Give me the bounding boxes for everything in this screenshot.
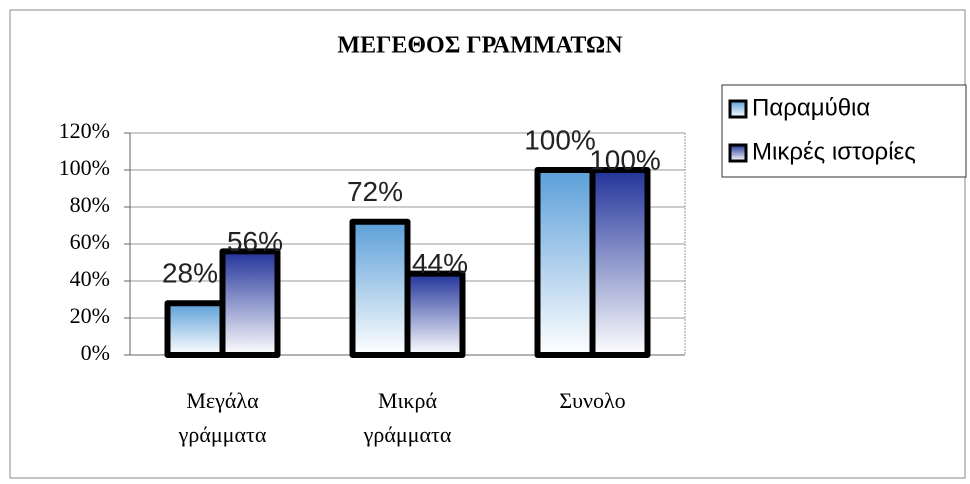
y-tick-label: 60% [70,229,110,254]
y-tick-label: 80% [70,192,110,217]
data-label: 56% [227,226,283,257]
x-tick-label: Μικρά γράμματα [363,388,452,447]
y-tick-label: 40% [70,266,110,291]
bar [404,270,466,359]
legend-box [721,84,967,178]
legend-label: Παραμύθια [752,94,870,121]
y-tick-label: 120% [59,118,110,143]
bar [349,218,411,358]
y-tick-label: 100% [59,155,110,180]
data-label: 100% [589,144,661,175]
bar [589,167,651,358]
legend-swatch [728,143,748,163]
bar [219,248,281,358]
data-label: 100% [524,124,596,155]
x-tick-label: Συνολο [559,388,625,413]
x-tick-label: Μεγάλα γράμματα [178,388,267,447]
chart-title: ΜΕΓΕΘΟΣ ΓΡΑΜΜΑΤΩΝ [337,33,623,59]
bar [164,300,226,359]
data-label: 28% [162,258,218,289]
y-tick-label: 0% [81,340,110,365]
data-label: 72% [347,176,403,207]
data-label: 44% [412,248,468,279]
bar [534,167,596,358]
legend-swatch [728,99,748,119]
legend-label: Μικρές ιστορίες [752,138,916,165]
y-tick-label: 20% [70,303,110,328]
